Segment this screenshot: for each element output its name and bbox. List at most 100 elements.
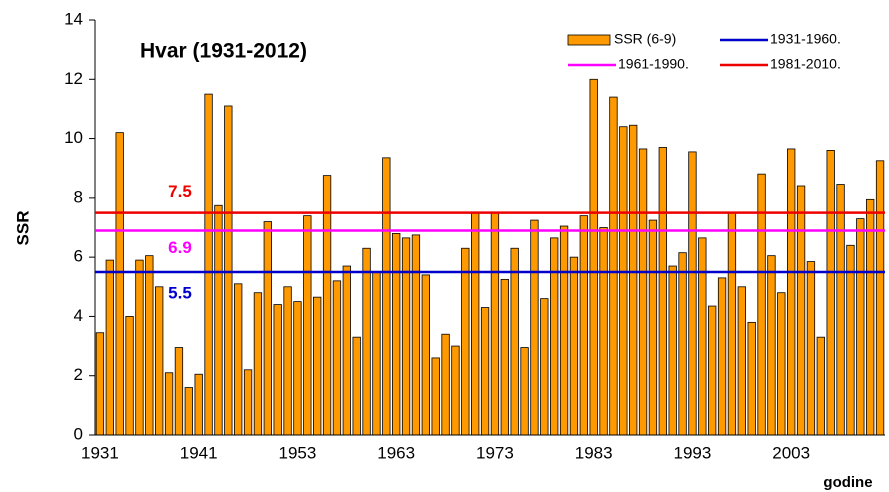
- legend-label: 1981-2010.: [770, 56, 841, 72]
- bar: [352, 336, 361, 436]
- chart-title: Hvar (1931-2012): [140, 40, 307, 63]
- bar: [589, 78, 598, 436]
- bar: [520, 347, 529, 436]
- bar: [490, 212, 500, 436]
- bar: [372, 271, 381, 436]
- bar: [727, 212, 737, 436]
- bar: [480, 307, 490, 436]
- bar: [717, 277, 727, 436]
- reference-label: 7.5: [168, 182, 192, 201]
- bar: [698, 237, 707, 436]
- bar: [273, 304, 282, 436]
- bar: [777, 292, 786, 436]
- bar: [836, 184, 845, 436]
- bar: [115, 132, 124, 436]
- bar: [826, 150, 835, 436]
- x-axis-label: godine: [823, 474, 872, 491]
- bar: [737, 286, 746, 436]
- bar: [234, 283, 243, 436]
- bar: [648, 219, 658, 436]
- bar: [559, 225, 569, 436]
- legend-label: 1961-1990.: [618, 56, 689, 72]
- bar: [411, 234, 421, 436]
- bar: [747, 321, 756, 436]
- bar: [599, 227, 608, 436]
- reference-label: 6.9: [168, 238, 192, 257]
- y-tick-label: 14: [64, 9, 83, 28]
- legend-label: SSR (6-9): [614, 31, 676, 47]
- bar: [579, 215, 588, 436]
- bar: [441, 333, 450, 436]
- bar: [678, 252, 687, 436]
- bar: [471, 212, 480, 436]
- bar: [629, 124, 638, 436]
- bar: [145, 255, 154, 436]
- bar: [342, 265, 351, 436]
- bar: [461, 247, 470, 436]
- bar: [293, 301, 302, 436]
- x-tick-label: 1963: [377, 443, 415, 462]
- bar: [500, 278, 509, 436]
- bar: [609, 96, 618, 436]
- bar: [569, 256, 579, 436]
- bar: [253, 292, 263, 436]
- y-tick-label: 8: [74, 187, 83, 206]
- y-tick-label: 10: [64, 128, 83, 147]
- bar: [688, 151, 697, 436]
- bar: [174, 347, 184, 436]
- bar: [431, 357, 440, 436]
- bar: [540, 298, 549, 436]
- x-tick-label: 1941: [180, 443, 218, 462]
- y-tick-label: 0: [74, 424, 83, 443]
- bar: [382, 157, 391, 436]
- bar: [658, 147, 667, 436]
- bar: [392, 233, 401, 436]
- legend-swatch: [567, 34, 611, 46]
- bar: [184, 387, 193, 436]
- bar: [806, 261, 816, 436]
- bar: [95, 332, 105, 436]
- bar: [638, 148, 648, 436]
- x-tick-label: 1983: [575, 443, 613, 462]
- bar: [263, 221, 272, 436]
- bar: [164, 372, 174, 436]
- bar: [767, 255, 776, 436]
- bar: [619, 126, 628, 436]
- bar: [668, 265, 677, 436]
- bar: [856, 218, 865, 436]
- bar: [401, 237, 411, 436]
- bar: [194, 373, 203, 436]
- x-tick-label: 1953: [279, 443, 317, 462]
- y-tick-label: 12: [64, 69, 83, 88]
- y-tick-label: 6: [74, 247, 83, 266]
- bar: [787, 148, 796, 436]
- bar: [224, 105, 233, 436]
- bar: [322, 175, 332, 436]
- bar: [214, 204, 223, 436]
- y-tick-label: 4: [74, 306, 83, 325]
- bar: [135, 259, 144, 436]
- bar: [204, 93, 213, 436]
- bar: [243, 369, 253, 436]
- bar: [332, 280, 342, 436]
- bar: [313, 296, 322, 436]
- bar: [421, 274, 430, 436]
- bar: [866, 198, 875, 436]
- bar: [303, 215, 312, 436]
- x-tick-label: 1931: [81, 443, 119, 462]
- bar: [362, 247, 371, 436]
- bar: [283, 286, 292, 436]
- bar: [816, 336, 825, 436]
- x-tick-label: 2003: [772, 443, 810, 462]
- legend-label: 1931-1960.: [770, 31, 841, 47]
- bar: [796, 185, 806, 436]
- bar: [125, 316, 134, 436]
- bar: [105, 259, 114, 436]
- x-tick-label: 1973: [476, 443, 514, 462]
- y-axis-label: SSR: [13, 211, 32, 246]
- bar: [846, 244, 855, 436]
- x-tick-label: 1993: [674, 443, 712, 462]
- bar: [510, 247, 519, 436]
- bar: [875, 160, 885, 436]
